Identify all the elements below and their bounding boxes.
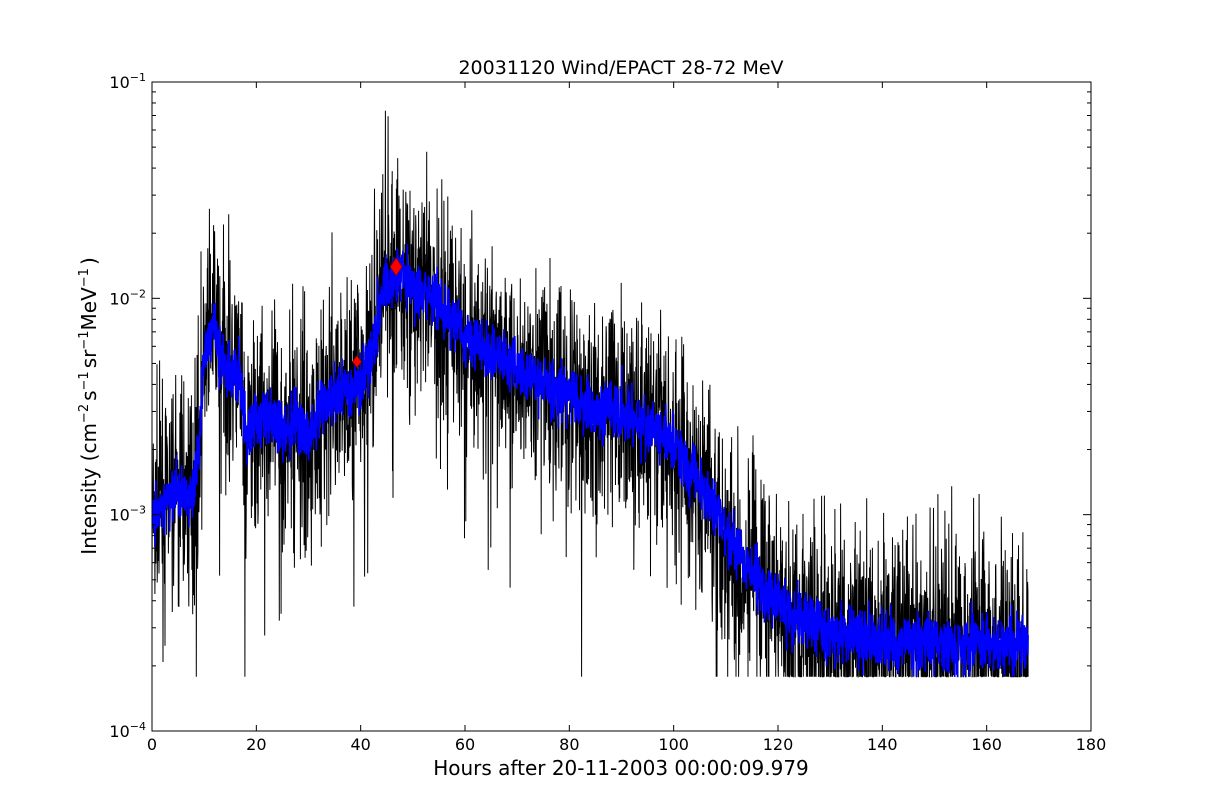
y-axis-label-suffix: ) — [77, 257, 101, 265]
y-axis-label-mid3: MeV — [77, 287, 101, 331]
x-tick-label: 180 — [1076, 735, 1107, 754]
x-axis-label: Hours after 20-11-2003 00:00:09.979 — [433, 756, 809, 780]
y-tick-label: 10−2 — [109, 287, 146, 308]
peak-marker — [352, 354, 363, 369]
smoothed-series-line — [152, 243, 1029, 677]
y-tick-label: 10−4 — [109, 720, 146, 741]
plot-frame — [151, 81, 1092, 732]
series-layer — [152, 110, 1029, 679]
y-axis-label-sup1: −2 — [77, 404, 92, 423]
peak-marker — [389, 256, 403, 277]
y-axis-label-mid2: sr — [77, 349, 101, 368]
y-tick-label: 10−1 — [109, 71, 146, 92]
x-tick-label: 140 — [867, 735, 898, 754]
y-tick-label: 10−3 — [109, 504, 146, 525]
y-axis: 10−1 10−2 10−3 10−4 — [109, 71, 1091, 741]
y-axis-label-sup3: −1 — [77, 330, 92, 349]
x-tick-label: 100 — [658, 735, 689, 754]
x-tick-label: 120 — [763, 735, 794, 754]
x-axis: 0 20 40 60 80 100 120 140 160 180 — [147, 82, 1106, 754]
y-axis-label-prefix: Intensity (cm — [77, 423, 101, 555]
y-axis-label: Intensity (cm−2s−1sr−1MeV−1) — [77, 257, 101, 555]
marker-layer — [352, 256, 403, 369]
x-tick-label: 160 — [971, 735, 1002, 754]
y-axis-label-mid1: s — [77, 390, 101, 400]
x-tick-label: 80 — [559, 735, 579, 754]
y-axis-label-sup4: −1 — [77, 268, 92, 287]
x-tick-label: 60 — [455, 735, 475, 754]
x-tick-label: 40 — [350, 735, 370, 754]
x-tick-label: 20 — [246, 735, 266, 754]
chart-title: 20031120 Wind/EPACT 28-72 MeV — [458, 57, 783, 79]
y-axis-label-sup2: −1 — [77, 371, 92, 390]
x-tick-label: 0 — [147, 735, 157, 754]
